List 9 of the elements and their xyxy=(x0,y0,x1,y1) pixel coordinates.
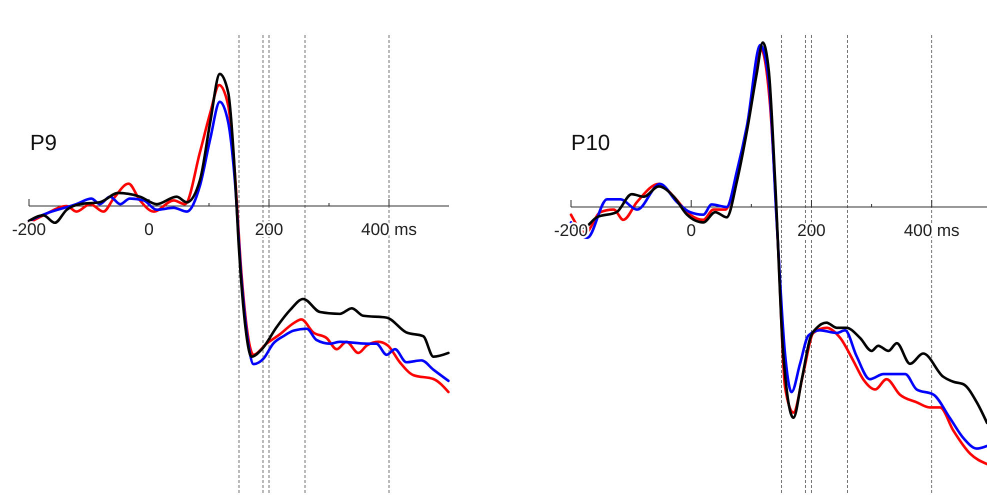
x-tick-label: 400 ms xyxy=(361,220,417,239)
x-tick-label: 0 xyxy=(144,220,154,239)
text: P9 xyxy=(30,130,57,155)
x-tick-label: 0 xyxy=(686,221,696,240)
x-tick-label: 400 ms xyxy=(904,221,960,240)
x-tick-label: -200 xyxy=(12,220,46,239)
text: P10 xyxy=(571,130,610,155)
x-tick-label: 200 xyxy=(797,221,826,240)
x-tick-label: 200 xyxy=(254,220,284,239)
